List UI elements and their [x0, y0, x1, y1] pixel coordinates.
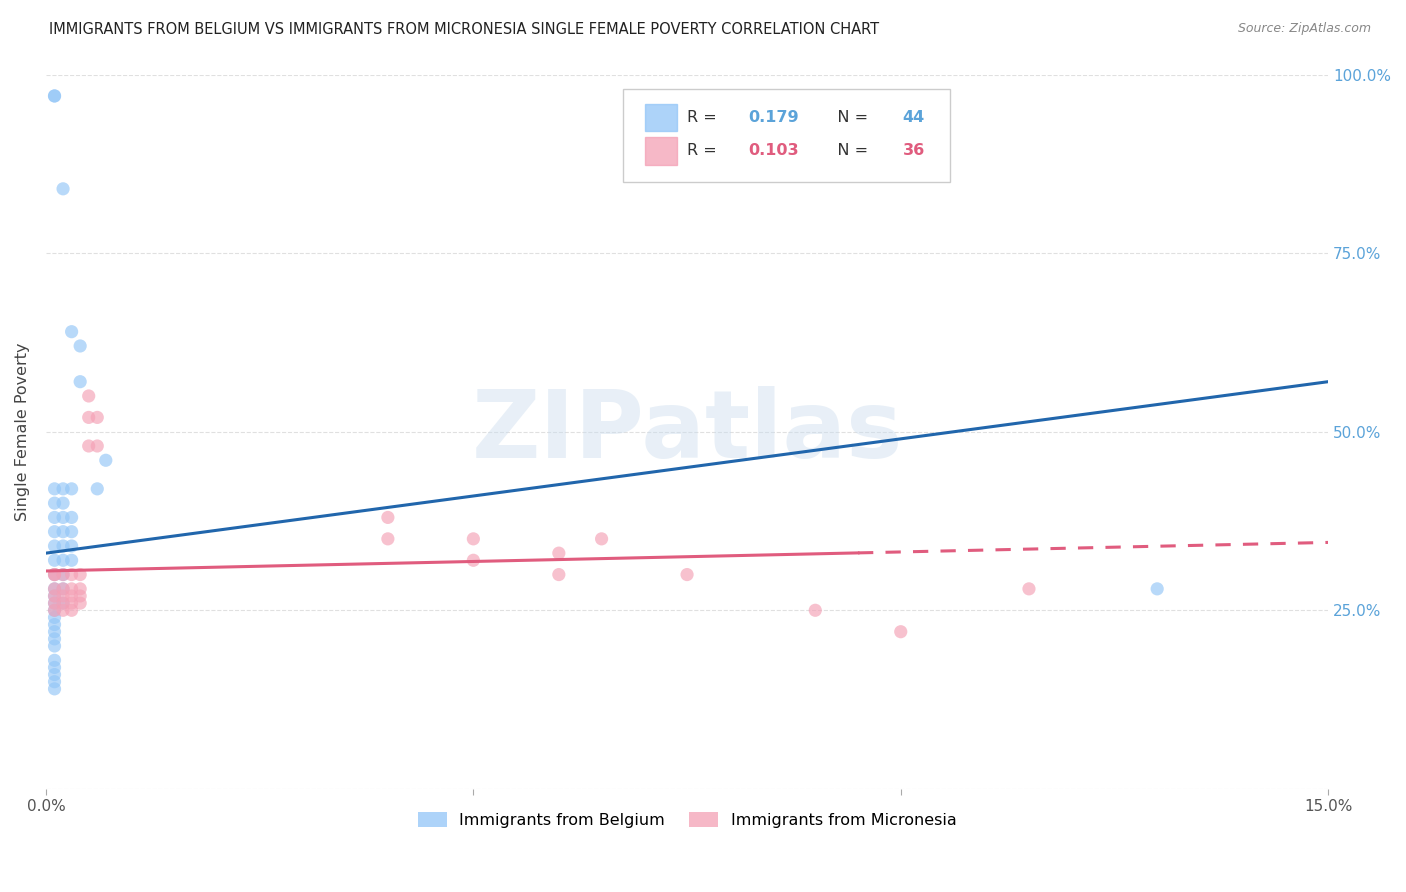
Immigrants from Belgium: [60, 553, 83, 567]
FancyBboxPatch shape: [623, 89, 950, 182]
Bar: [645, 103, 676, 131]
Immigrants from Micronesia: [676, 567, 699, 582]
Text: IMMIGRANTS FROM BELGIUM VS IMMIGRANTS FROM MICRONESIA SINGLE FEMALE POVERTY CORR: IMMIGRANTS FROM BELGIUM VS IMMIGRANTS FR…: [49, 22, 879, 37]
Immigrants from Micronesia: [44, 567, 66, 582]
Immigrants from Micronesia: [52, 596, 75, 610]
Text: 0.179: 0.179: [748, 110, 799, 125]
Immigrants from Belgium: [44, 610, 66, 624]
Immigrants from Micronesia: [60, 596, 83, 610]
Immigrants from Micronesia: [77, 410, 100, 425]
Immigrants from Belgium: [60, 510, 83, 524]
Immigrants from Micronesia: [547, 567, 569, 582]
Immigrants from Belgium: [86, 482, 108, 496]
Immigrants from Micronesia: [463, 553, 485, 567]
Text: ZIPatlas: ZIPatlas: [471, 385, 903, 478]
Text: N =: N =: [821, 144, 873, 159]
Immigrants from Micronesia: [591, 532, 613, 546]
Immigrants from Belgium: [44, 639, 66, 653]
Immigrants from Belgium: [52, 567, 75, 582]
Immigrants from Micronesia: [86, 439, 108, 453]
Immigrants from Belgium: [52, 596, 75, 610]
Immigrants from Belgium: [44, 589, 66, 603]
Immigrants from Belgium: [52, 539, 75, 553]
Immigrants from Belgium: [52, 496, 75, 510]
Immigrants from Belgium: [44, 496, 66, 510]
Immigrants from Belgium: [52, 510, 75, 524]
Immigrants from Micronesia: [547, 546, 569, 560]
Immigrants from Micronesia: [52, 567, 75, 582]
Immigrants from Micronesia: [44, 603, 66, 617]
Immigrants from Belgium: [44, 89, 66, 103]
Immigrants from Belgium: [69, 339, 91, 353]
Immigrants from Micronesia: [52, 603, 75, 617]
Immigrants from Belgium: [44, 510, 66, 524]
Immigrants from Belgium: [60, 539, 83, 553]
Immigrants from Micronesia: [60, 589, 83, 603]
Immigrants from Micronesia: [44, 582, 66, 596]
Y-axis label: Single Female Poverty: Single Female Poverty: [15, 343, 30, 521]
Immigrants from Belgium: [44, 653, 66, 667]
Immigrants from Belgium: [44, 681, 66, 696]
Immigrants from Micronesia: [60, 603, 83, 617]
Text: 44: 44: [903, 110, 925, 125]
Immigrants from Belgium: [44, 539, 66, 553]
Immigrants from Belgium: [44, 667, 66, 681]
Immigrants from Micronesia: [463, 532, 485, 546]
Text: N =: N =: [821, 110, 873, 125]
Immigrants from Micronesia: [377, 532, 399, 546]
Immigrants from Belgium: [44, 524, 66, 539]
Legend: Immigrants from Belgium, Immigrants from Micronesia: Immigrants from Belgium, Immigrants from…: [412, 806, 963, 834]
Immigrants from Micronesia: [60, 582, 83, 596]
Immigrants from Micronesia: [69, 567, 91, 582]
Immigrants from Belgium: [44, 596, 66, 610]
Immigrants from Micronesia: [69, 582, 91, 596]
Immigrants from Belgium: [60, 325, 83, 339]
Immigrants from Belgium: [52, 182, 75, 196]
Immigrants from Belgium: [44, 660, 66, 674]
Immigrants from Micronesia: [1018, 582, 1040, 596]
Immigrants from Micronesia: [44, 567, 66, 582]
Immigrants from Micronesia: [60, 567, 83, 582]
Immigrants from Belgium: [44, 603, 66, 617]
Immigrants from Micronesia: [44, 596, 66, 610]
Immigrants from Micronesia: [52, 582, 75, 596]
Text: Source: ZipAtlas.com: Source: ZipAtlas.com: [1237, 22, 1371, 36]
Immigrants from Micronesia: [804, 603, 827, 617]
Immigrants from Belgium: [44, 632, 66, 646]
Immigrants from Belgium: [44, 674, 66, 689]
Immigrants from Micronesia: [86, 410, 108, 425]
Immigrants from Belgium: [1146, 582, 1168, 596]
Immigrants from Micronesia: [52, 589, 75, 603]
Immigrants from Micronesia: [69, 589, 91, 603]
Immigrants from Belgium: [44, 582, 66, 596]
Immigrants from Belgium: [69, 375, 91, 389]
Text: 36: 36: [903, 144, 925, 159]
Immigrants from Belgium: [60, 482, 83, 496]
Immigrants from Micronesia: [44, 589, 66, 603]
Immigrants from Belgium: [44, 482, 66, 496]
Immigrants from Belgium: [52, 582, 75, 596]
Immigrants from Belgium: [52, 482, 75, 496]
Immigrants from Belgium: [52, 553, 75, 567]
Immigrants from Belgium: [44, 89, 66, 103]
Immigrants from Belgium: [94, 453, 117, 467]
Immigrants from Micronesia: [69, 596, 91, 610]
Immigrants from Belgium: [44, 553, 66, 567]
Text: R =: R =: [688, 110, 721, 125]
Immigrants from Belgium: [44, 624, 66, 639]
Immigrants from Belgium: [60, 524, 83, 539]
Immigrants from Micronesia: [890, 624, 912, 639]
Immigrants from Micronesia: [77, 439, 100, 453]
Text: 0.103: 0.103: [748, 144, 799, 159]
Immigrants from Belgium: [52, 524, 75, 539]
Immigrants from Belgium: [44, 617, 66, 632]
Text: R =: R =: [688, 144, 721, 159]
Immigrants from Micronesia: [377, 510, 399, 524]
Immigrants from Belgium: [44, 567, 66, 582]
Immigrants from Micronesia: [77, 389, 100, 403]
Bar: [645, 137, 676, 164]
